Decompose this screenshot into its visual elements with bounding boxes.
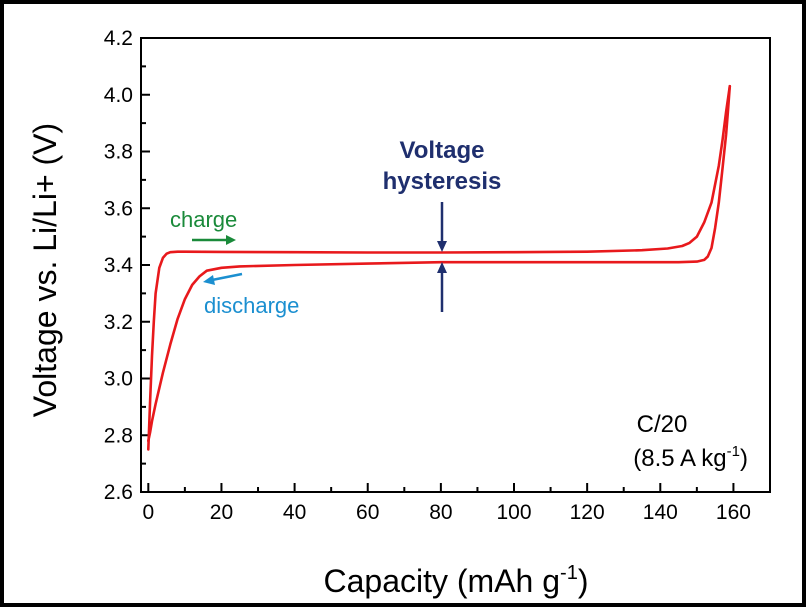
- hysteresis-label-line2: hysteresis: [383, 168, 502, 195]
- x-tick-label: 80: [429, 501, 452, 524]
- rate-label-prefix: (8.5 A kg: [633, 445, 726, 472]
- x-axis-title-main: Capacity (mAh g: [324, 563, 561, 599]
- y-tick-label: 2.8: [104, 424, 133, 447]
- x-tick-label: 60: [356, 501, 379, 524]
- plot-area-border: [140, 37, 771, 493]
- voltage-capacity-chart: 0 20 40 60 80 100 120 140 160 2.6 2.8 3.0 3.2 3.4 3.6 3…: [27, 27, 771, 599]
- y-tick-label: 2.6: [104, 481, 133, 504]
- hysteresis-label-line1: Voltage: [400, 137, 485, 164]
- y-tick-label: 4.2: [104, 27, 133, 50]
- discharge-label: discharge: [204, 293, 299, 318]
- x-tick-label: 160: [716, 501, 751, 524]
- charge-label: charge: [170, 207, 237, 232]
- axis-tick-labels: 0 20 40 60 80 100 120 140 160 2.6 2.8 3.0 3.2 3.4 3.6 3…: [104, 27, 751, 524]
- curves: [147, 84, 732, 451]
- x-tick-label: 0: [142, 501, 154, 524]
- chart-frame: 0 20 40 60 80 100 120 140 160 2.6 2.8 3.0 3.2 3.4 3.6 3…: [4, 4, 802, 603]
- rate-label-line1: C/20: [637, 411, 688, 438]
- x-tick-label: 100: [496, 501, 531, 524]
- hysteresis-arrow-down: [437, 202, 447, 252]
- rate-label-suffix: ): [740, 445, 748, 472]
- x-tick-label: 120: [570, 501, 605, 524]
- y-tick-label: 3.6: [104, 197, 133, 220]
- y-axis-title: Voltage vs. Li/Li+ (V): [27, 123, 63, 417]
- charge-arrow: [192, 235, 236, 245]
- charge-curve: [147, 84, 732, 451]
- discharge-curve: [147, 84, 732, 443]
- x-axis-title-sup: -1: [560, 562, 578, 584]
- y-tick-label: 3.4: [104, 254, 134, 277]
- x-axis-title: Capacity (mAh g-1): [324, 562, 589, 599]
- hysteresis-arrow-up: [437, 262, 447, 312]
- y-tick-label: 3.0: [104, 368, 133, 391]
- rate-label-line2: (8.5 A kg-1): [633, 443, 748, 472]
- x-tick-label: 20: [210, 501, 233, 524]
- y-tick-label: 3.8: [104, 141, 133, 164]
- x-axis-title-end: ): [578, 563, 589, 599]
- x-tick-label: 140: [643, 501, 678, 524]
- discharge-arrow: [203, 272, 243, 285]
- y-tick-label: 3.2: [104, 311, 133, 334]
- x-tick-label: 40: [283, 501, 306, 524]
- y-tick-label: 4.0: [104, 84, 133, 107]
- rate-label-sup: -1: [727, 443, 740, 460]
